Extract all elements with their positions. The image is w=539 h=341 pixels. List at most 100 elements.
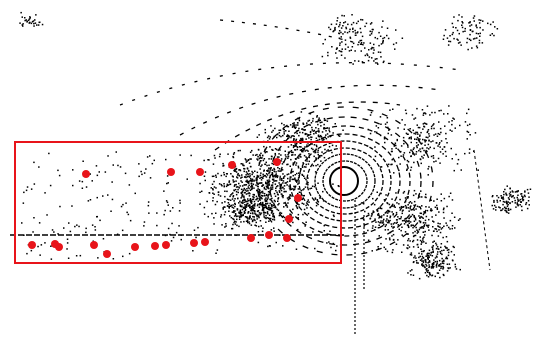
point bbox=[528, 192, 530, 194]
point bbox=[339, 42, 341, 44]
point bbox=[302, 138, 304, 140]
point bbox=[290, 166, 292, 168]
point bbox=[31, 23, 32, 25]
point bbox=[336, 245, 338, 247]
point bbox=[417, 132, 419, 134]
point bbox=[276, 242, 278, 244]
point bbox=[312, 118, 314, 120]
point bbox=[228, 199, 230, 201]
point bbox=[315, 150, 317, 152]
point bbox=[304, 126, 306, 128]
point bbox=[420, 216, 422, 218]
point bbox=[287, 156, 289, 158]
point bbox=[436, 199, 438, 201]
point bbox=[386, 35, 388, 37]
point bbox=[433, 157, 435, 159]
point bbox=[258, 175, 260, 177]
point bbox=[51, 258, 53, 260]
point bbox=[292, 171, 294, 173]
point bbox=[430, 147, 432, 149]
point bbox=[248, 221, 250, 223]
point bbox=[415, 219, 417, 221]
point bbox=[278, 210, 280, 212]
point bbox=[256, 216, 258, 218]
point bbox=[27, 186, 29, 188]
point bbox=[268, 135, 270, 137]
point bbox=[386, 224, 388, 226]
point bbox=[279, 234, 281, 236]
point bbox=[375, 221, 377, 223]
point bbox=[248, 205, 250, 207]
point bbox=[387, 229, 389, 231]
point bbox=[270, 190, 272, 192]
point bbox=[246, 216, 248, 218]
point bbox=[176, 232, 178, 234]
point bbox=[303, 188, 305, 190]
point bbox=[251, 201, 253, 203]
point bbox=[247, 167, 249, 169]
point bbox=[266, 173, 268, 175]
point bbox=[229, 196, 231, 198]
point bbox=[275, 154, 277, 156]
point bbox=[384, 37, 386, 39]
point bbox=[469, 134, 471, 136]
point bbox=[261, 195, 263, 197]
point bbox=[247, 198, 249, 200]
point bbox=[29, 16, 31, 18]
point bbox=[250, 186, 252, 188]
point bbox=[410, 216, 412, 218]
point bbox=[428, 257, 430, 259]
point bbox=[362, 61, 364, 63]
point bbox=[479, 22, 481, 24]
point bbox=[363, 203, 365, 205]
point bbox=[400, 230, 402, 232]
point bbox=[431, 252, 433, 254]
point bbox=[274, 193, 276, 195]
point bbox=[23, 235, 25, 237]
point bbox=[444, 146, 446, 148]
point bbox=[396, 219, 398, 221]
point bbox=[256, 196, 258, 198]
point bbox=[276, 180, 278, 182]
point bbox=[168, 228, 170, 230]
point bbox=[385, 226, 387, 228]
point bbox=[294, 143, 296, 145]
point bbox=[214, 157, 216, 159]
point bbox=[521, 206, 523, 208]
point bbox=[329, 146, 331, 148]
point bbox=[249, 162, 251, 164]
point bbox=[433, 266, 435, 268]
point bbox=[471, 47, 473, 49]
point bbox=[305, 213, 307, 215]
point bbox=[509, 203, 511, 205]
point bbox=[238, 192, 240, 194]
point bbox=[401, 227, 403, 229]
point bbox=[425, 259, 427, 261]
point bbox=[506, 203, 508, 205]
point bbox=[392, 227, 394, 229]
point bbox=[439, 142, 441, 144]
point bbox=[235, 168, 237, 170]
point bbox=[461, 21, 463, 23]
point bbox=[318, 119, 320, 121]
point bbox=[423, 262, 425, 264]
point bbox=[258, 231, 260, 233]
point bbox=[350, 37, 352, 39]
point bbox=[221, 184, 223, 186]
point bbox=[143, 225, 145, 227]
point bbox=[273, 227, 275, 229]
point bbox=[225, 211, 227, 213]
point bbox=[452, 225, 454, 227]
point bbox=[256, 183, 258, 185]
point bbox=[370, 42, 372, 44]
point bbox=[345, 21, 347, 23]
point bbox=[264, 204, 266, 206]
point bbox=[465, 121, 467, 123]
point bbox=[409, 152, 411, 154]
point bbox=[392, 249, 394, 251]
point bbox=[296, 133, 298, 135]
point bbox=[333, 243, 335, 245]
point bbox=[288, 146, 290, 148]
point bbox=[230, 184, 232, 186]
point bbox=[181, 239, 183, 241]
